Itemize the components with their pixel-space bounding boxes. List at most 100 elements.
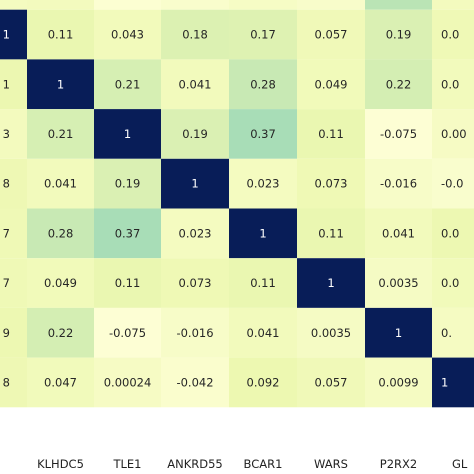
heatmap-cell [0,9,27,60]
x-tick-label: KLHDC5 [37,457,84,471]
x-tick-label: GL [452,457,468,471]
heatmap-cell [229,9,297,60]
heatmap-cell-value: 0.19 [386,28,412,42]
heatmap-cell-value: 0.073 [179,276,212,290]
heatmap-cell [432,0,474,10]
heatmap-cell [27,59,94,110]
heatmap-cell-value: 0.0035 [378,276,418,290]
heatmap-cell [0,357,27,408]
heatmap-cell-value: 0.0 [441,276,459,290]
heatmap-cell [365,208,432,259]
heatmap-cell [94,208,161,259]
heatmap-cell [365,109,432,159]
heatmap-cell-value: 0.11 [250,276,276,290]
heatmap-cell [432,59,474,110]
heatmap-cell [365,59,432,110]
heatmap-cell [161,357,229,408]
heatmap-cell [161,0,229,10]
heatmap-cells: 10.029-0.068-0.039-0.0055-0.0270.32010.1… [0,0,474,408]
x-tick-label: TLE1 [112,457,141,471]
heatmap-cell [229,258,297,308]
heatmap-cell-value: 0.00024 [104,375,152,389]
heatmap-cell-value: 0.049 [44,276,77,290]
heatmap-cell [27,208,94,259]
x-tick-label: P2RX2 [380,457,417,471]
heatmap-cell-value: -0.075 [109,326,146,340]
heatmap-cell [161,307,229,358]
heatmap-cell [0,59,27,110]
heatmap-cell [297,158,365,209]
heatmap-cell [297,59,365,110]
heatmap-cell-value: 0.28 [48,226,74,240]
x-tick-label: BCAR1 [244,457,283,471]
heatmap-cell [161,59,229,110]
heatmap-cell-value: 0.11 [318,127,344,141]
heatmap-cell [432,208,474,259]
heatmap-cell-value: 0.37 [250,127,276,141]
heatmap-cell-value: 0.21 [48,127,74,141]
heatmap-cell [27,0,94,10]
heatmap-cell [297,0,365,10]
heatmap-cell-value: 0.11 [115,276,141,290]
heatmap-cell [27,158,94,209]
heatmap-cell [297,109,365,159]
heatmap-cell-value: 0.19 [182,127,208,141]
heatmap-cell [365,0,432,10]
heatmap-cell-value: -0.016 [380,177,417,191]
heatmap-cell [229,109,297,159]
heatmap-cell [27,307,94,358]
heatmap-cell-value: 0.057 [315,375,348,389]
heatmap-cell [365,9,432,60]
x-axis-tick-labels: KLHDC5 TLE1 ANKRD55 BCAR1 WARS P2RX2 GL [37,457,468,471]
heatmap-cell-value: 0.28 [250,77,276,91]
heatmap-cell-value: 0.18 [182,28,208,42]
heatmap-cell [161,208,229,259]
heatmap-cell-value: 0.023 [247,177,280,191]
heatmap-cell [94,258,161,308]
heatmap-cell [365,307,432,358]
heatmap-cell-value: 0.047 [44,375,77,389]
heatmap-cell [94,307,161,358]
heatmap-cell-value: 0.0 [441,77,459,91]
heatmap-cell-value: 0.041 [44,177,77,191]
heatmap-cell [297,208,365,259]
heatmap-cell [94,9,161,60]
heatmap-cell-value: 0.057 [315,28,348,42]
heatmap-cell-value: 1 [57,77,64,91]
heatmap-cell [365,357,432,408]
heatmap-cell [0,208,27,259]
x-tick-label: ANKRD55 [167,457,223,471]
heatmap-cell [0,307,27,358]
heatmap-cell [432,9,474,60]
heatmap-cell [229,59,297,110]
heatmap-cell-value: 0.11 [48,28,74,42]
heatmap-cell [94,59,161,110]
heatmap-cell-value: 8 [3,375,10,389]
heatmap-cell [229,357,297,408]
heatmap-cell [0,0,27,10]
heatmap-cell-value: 0.041 [247,326,280,340]
heatmap-cell-value: 0. [441,326,452,340]
heatmap-cell-value: 1 [3,77,10,91]
heatmap-cell-value: 1 [395,326,402,340]
heatmap-cell [297,9,365,60]
heatmap-cell [432,109,474,159]
heatmap-cell-value: 0.041 [179,77,212,91]
heatmap-cell-value: 7 [3,276,10,290]
heatmap-cell [94,357,161,408]
heatmap-cell [0,109,27,159]
heatmap-cell-value: 1 [259,226,266,240]
heatmap-cell [0,158,27,209]
heatmap-cell-value: 0.023 [179,226,212,240]
heatmap-cell [27,9,94,60]
heatmap-cell [94,158,161,209]
heatmap-cell [161,9,229,60]
heatmap-cell-value: 0.37 [115,226,141,240]
heatmap-cell [27,109,94,159]
heatmap-cell-value: -0.075 [380,127,417,141]
heatmap-cell-value: 0.19 [115,177,141,191]
heatmap-cell-value: 1 [441,375,448,389]
heatmap-cell [161,258,229,308]
heatmap-cell-value: 7 [3,226,10,240]
heatmap-cell [432,307,474,358]
